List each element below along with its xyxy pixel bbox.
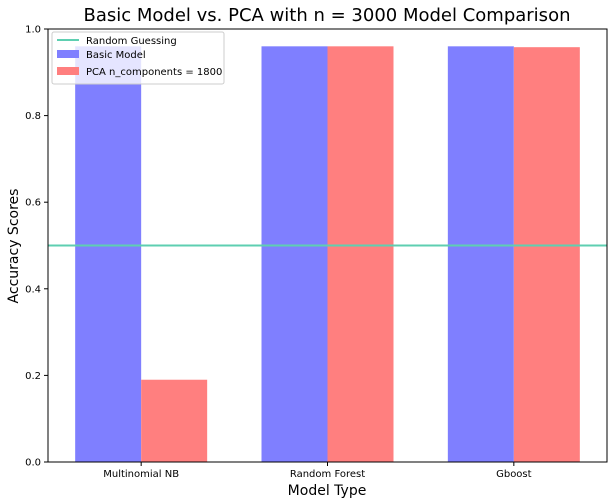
legend-label-pca: PCA n_components = 1800 <box>86 67 222 78</box>
bar-pca-multinomial-nb <box>141 379 208 462</box>
legend: Random Guessing Basic Model PCA n_compon… <box>51 31 225 85</box>
x-axis-title: Model Type <box>288 483 367 499</box>
bar-pca-random-forest <box>327 46 394 462</box>
y-tick-label: 0.2 <box>25 371 41 382</box>
bar-pca-gboost <box>513 47 580 462</box>
legend-swatch-basic-model <box>57 50 79 58</box>
legend-label-random-guessing: Random Guessing <box>86 36 177 47</box>
bar-basic-model-multinomial-nb <box>75 46 142 462</box>
bar-basic-model-gboost <box>447 46 514 462</box>
y-axis: 0.0 0.2 0.4 0.6 0.8 1.0 <box>25 25 48 469</box>
y-tick-label: 0.8 <box>25 111 41 122</box>
bar-basic-model-random-forest <box>261 46 328 462</box>
x-axis: Multinomial NB Random Forest Gboost <box>103 462 532 480</box>
y-tick-label: 0.6 <box>25 198 41 209</box>
legend-swatch-pca <box>57 67 79 75</box>
y-tick-label: 0.4 <box>25 284 41 295</box>
y-tick-label: 0.0 <box>25 458 41 469</box>
bars-layer <box>75 46 580 462</box>
y-axis-title: Accuracy Scores <box>6 189 22 304</box>
legend-box <box>51 31 225 85</box>
y-tick-label: 1.0 <box>25 25 41 36</box>
x-tick-label: Gboost <box>496 469 532 480</box>
x-tick-label: Random Forest <box>290 469 365 480</box>
x-tick-label: Multinomial NB <box>103 469 179 480</box>
legend-label-basic-model: Basic Model <box>86 50 146 61</box>
chart-title: Basic Model vs. PCA with n = 3000 Model … <box>84 5 571 26</box>
